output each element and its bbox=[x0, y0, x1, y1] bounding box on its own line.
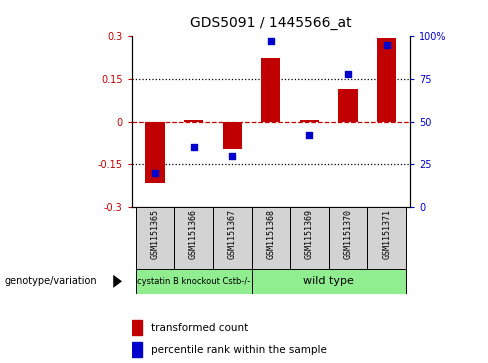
Bar bbox=[132, 320, 142, 335]
Bar bbox=[261, 58, 281, 122]
Bar bbox=[251, 269, 406, 294]
Bar bbox=[184, 120, 203, 122]
Text: genotype/variation: genotype/variation bbox=[5, 276, 98, 286]
Point bbox=[305, 132, 313, 138]
Text: GSM1151365: GSM1151365 bbox=[150, 209, 160, 259]
Point bbox=[190, 144, 198, 150]
Text: percentile rank within the sample: percentile rank within the sample bbox=[151, 345, 326, 355]
Bar bbox=[145, 122, 164, 183]
Text: GSM1151370: GSM1151370 bbox=[344, 209, 353, 259]
Bar bbox=[136, 207, 174, 269]
Bar bbox=[367, 207, 406, 269]
Point bbox=[383, 42, 391, 48]
Text: GDS5091 / 1445566_at: GDS5091 / 1445566_at bbox=[190, 16, 352, 30]
Text: GSM1151368: GSM1151368 bbox=[266, 209, 275, 259]
Text: GSM1151367: GSM1151367 bbox=[228, 209, 237, 259]
Bar bbox=[290, 207, 329, 269]
Bar bbox=[377, 38, 396, 122]
Point bbox=[344, 71, 352, 77]
Point bbox=[228, 153, 236, 159]
Text: GSM1151369: GSM1151369 bbox=[305, 209, 314, 259]
Bar bbox=[300, 120, 319, 122]
Point bbox=[151, 170, 159, 176]
Bar bbox=[136, 269, 251, 294]
Bar bbox=[251, 207, 290, 269]
Bar bbox=[339, 89, 358, 122]
Bar bbox=[223, 122, 242, 148]
Point bbox=[267, 38, 275, 44]
Bar bbox=[329, 207, 367, 269]
Text: wild type: wild type bbox=[304, 276, 354, 286]
Text: GSM1151371: GSM1151371 bbox=[382, 209, 391, 259]
Bar bbox=[213, 207, 251, 269]
Bar bbox=[132, 342, 142, 357]
Text: cystatin B knockout Cstb-/-: cystatin B knockout Cstb-/- bbox=[137, 277, 250, 286]
Text: transformed count: transformed count bbox=[151, 323, 248, 333]
Text: GSM1151366: GSM1151366 bbox=[189, 209, 198, 259]
Bar bbox=[174, 207, 213, 269]
